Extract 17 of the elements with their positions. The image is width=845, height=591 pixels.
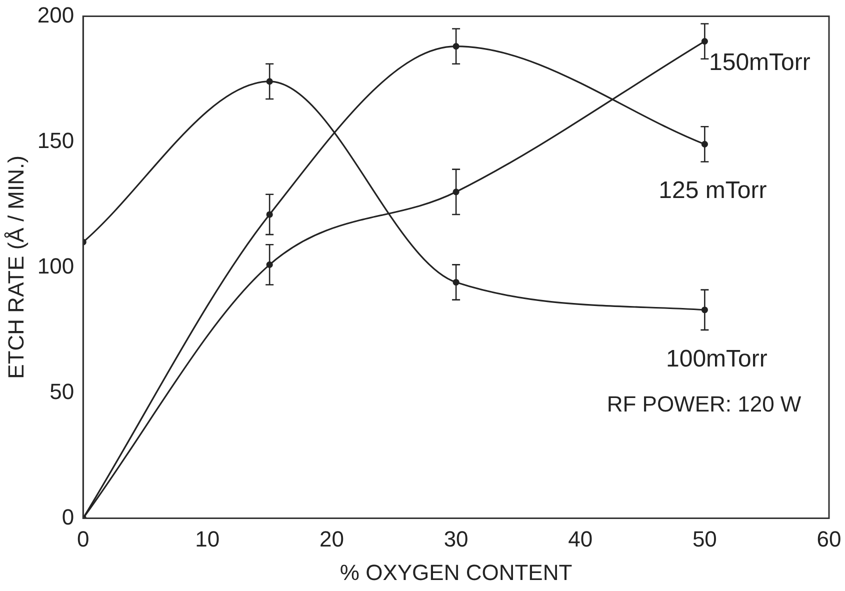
- x-tick-label: 20: [319, 526, 344, 552]
- x-tick-label: 30: [444, 526, 468, 552]
- y-tick-label: 50: [50, 378, 74, 404]
- x-tick-label: 40: [568, 526, 593, 552]
- x-tick-label: 60: [816, 526, 842, 552]
- series-label: 150mTorr: [708, 48, 810, 76]
- y-tick-label: 0: [62, 504, 74, 530]
- series-label: 125 mTorr: [658, 176, 767, 204]
- x-tick-label: 10: [195, 526, 220, 552]
- annotation: RF POWER: 120 W: [606, 391, 802, 416]
- x-tick-label: 50: [692, 526, 717, 552]
- y-axis-title: ETCH RATE (Å / MIN.): [3, 156, 28, 379]
- y-tick-label: 100: [37, 253, 74, 278]
- y-tick-label: 200: [37, 2, 74, 28]
- x-axis-title: % OXYGEN CONTENT: [340, 560, 572, 585]
- y-tick-label: 150: [37, 128, 74, 153]
- series-label: 100mTorr: [666, 345, 768, 372]
